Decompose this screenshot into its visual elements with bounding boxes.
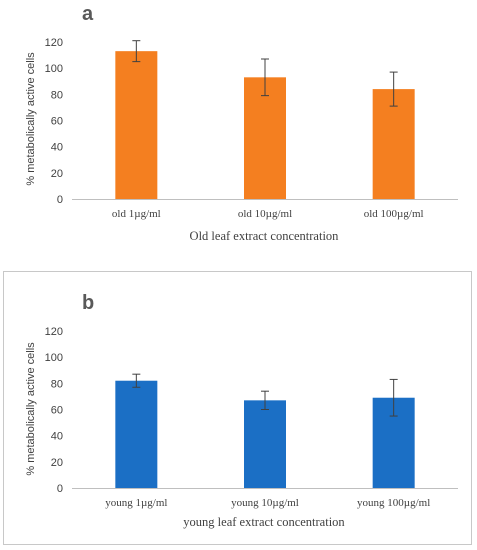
y-tick-label: 100 xyxy=(45,352,63,364)
x-tick-label: old 10µg/ml xyxy=(238,208,292,220)
chart-b-svg: b % metabolically active cells young lea… xyxy=(25,292,458,529)
chart-frame xyxy=(3,271,472,545)
bar xyxy=(372,89,415,199)
y-tick-label: 40 xyxy=(51,142,63,154)
x-tick-label: old 100µg/ml xyxy=(364,208,424,220)
bar xyxy=(244,400,286,488)
bar xyxy=(115,380,158,488)
y-tick-label: 0 xyxy=(57,483,63,495)
y-tick-label: 40 xyxy=(51,431,63,443)
y-tick-label: 20 xyxy=(51,457,63,469)
y-tick-label: 20 xyxy=(51,168,63,180)
y-tick-label: 80 xyxy=(51,378,63,390)
y-tick-label: 80 xyxy=(51,89,63,101)
y-tick-label: 120 xyxy=(45,37,63,49)
x-tick-label: young 100µg/ml xyxy=(357,497,430,509)
x-tick-label: young 1µg/ml xyxy=(105,497,167,509)
y-tick-label: 0 xyxy=(57,194,63,206)
y-tick-label: 60 xyxy=(51,116,63,128)
x-axis-label: young leaf extract concentration xyxy=(183,515,345,529)
y-tick-label: 100 xyxy=(45,63,63,75)
x-tick-label: young 10µg/ml xyxy=(231,497,299,509)
y-axis-label: % metabolically active cells xyxy=(25,52,37,186)
x-axis-label: Old leaf extract concentration xyxy=(190,229,340,243)
y-tick-label: 120 xyxy=(45,326,63,338)
panel-letter-a: a xyxy=(82,3,94,25)
bar xyxy=(115,51,158,200)
panel-letter-b: b xyxy=(82,292,94,314)
chart-panel-b: b % metabolically active cells young lea… xyxy=(0,271,477,550)
chart-a-svg: a % metabolically active cells Old leaf … xyxy=(25,3,458,243)
x-tick-label: old 1µg/ml xyxy=(112,208,161,220)
chart-panel-a: a % metabolically active cells Old leaf … xyxy=(0,0,477,262)
y-axis-label: % metabolically active cells xyxy=(25,342,37,476)
bar xyxy=(244,77,286,199)
y-tick-label: 60 xyxy=(51,405,63,417)
